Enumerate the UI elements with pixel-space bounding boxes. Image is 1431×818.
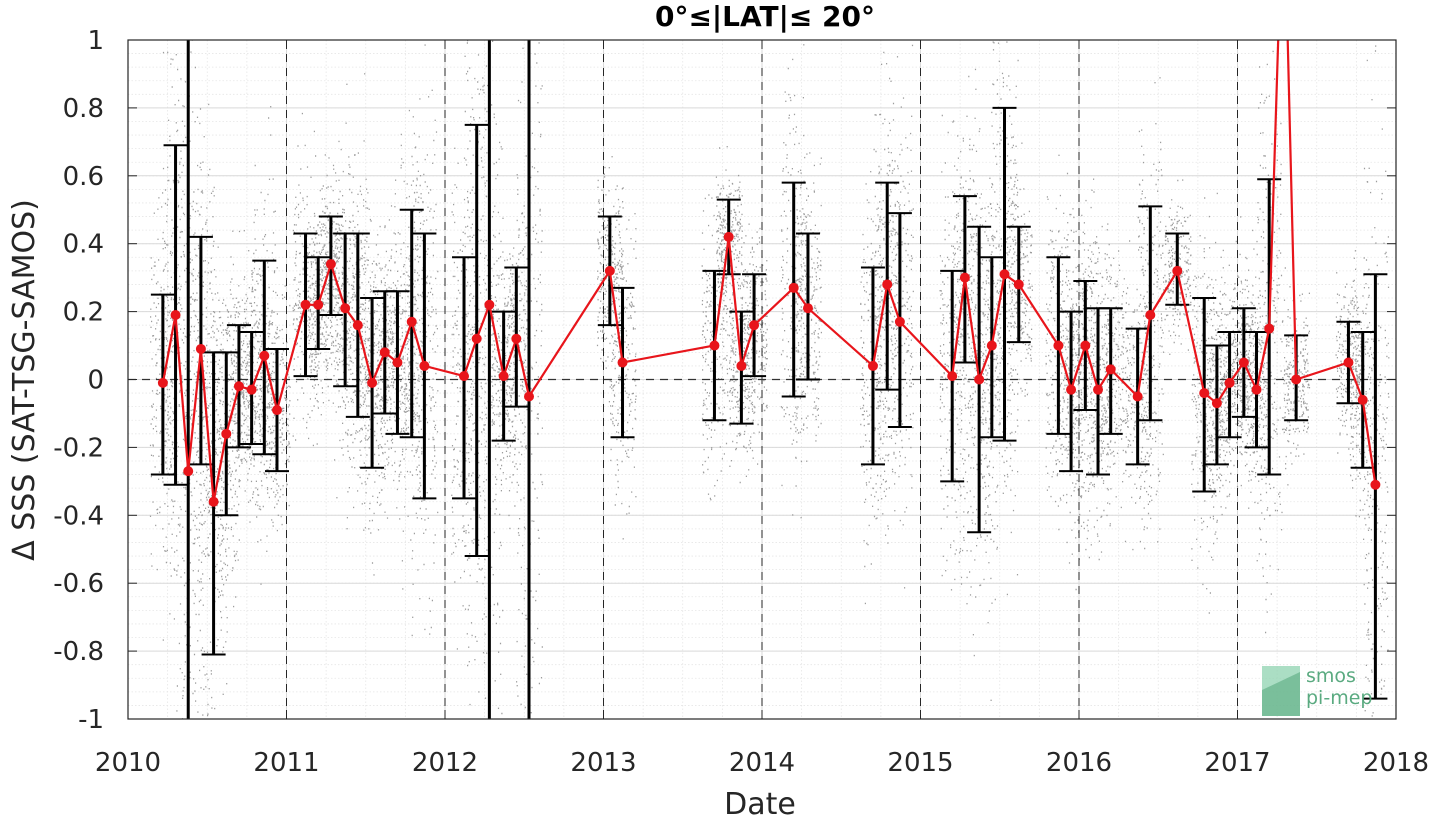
data-point bbox=[392, 357, 403, 368]
data-point bbox=[170, 309, 181, 320]
data-point bbox=[459, 371, 470, 382]
data-point bbox=[1132, 391, 1143, 402]
y-tick-label: 0.2 bbox=[63, 298, 104, 328]
y-tick-label: 0.4 bbox=[63, 230, 104, 260]
data-point bbox=[1264, 323, 1275, 334]
x-tick-label: 2011 bbox=[253, 748, 319, 778]
data-point bbox=[1343, 357, 1354, 368]
y-tick-label: 0 bbox=[87, 366, 104, 396]
data-point bbox=[736, 360, 747, 371]
data-point bbox=[471, 333, 482, 344]
data-point bbox=[367, 377, 378, 388]
data-point bbox=[1013, 279, 1024, 290]
data-point bbox=[183, 466, 194, 477]
y-tick-label: 0.6 bbox=[63, 162, 104, 192]
data-point bbox=[325, 259, 336, 270]
data-point bbox=[259, 350, 270, 361]
y-tick-label: 1 bbox=[87, 26, 104, 56]
data-point bbox=[1251, 384, 1262, 395]
scatter-points bbox=[149, 40, 1390, 719]
y-tick-label: -0.2 bbox=[53, 433, 104, 463]
data-point bbox=[406, 316, 417, 327]
data-point bbox=[882, 279, 893, 290]
data-point bbox=[1357, 394, 1368, 405]
data-point bbox=[511, 333, 522, 344]
data-point bbox=[1066, 384, 1077, 395]
logo-text-line1: smos bbox=[1306, 665, 1356, 687]
data-point bbox=[947, 371, 958, 382]
data-point bbox=[195, 343, 206, 354]
x-axis-title: Date bbox=[724, 787, 796, 818]
x-tick-label: 2010 bbox=[95, 748, 161, 778]
data-point bbox=[723, 231, 734, 242]
data-point bbox=[986, 340, 997, 351]
data-point bbox=[419, 360, 430, 371]
logo-text-line2: pi-mep bbox=[1306, 687, 1372, 709]
x-tick-label: 2012 bbox=[412, 748, 478, 778]
data-point bbox=[867, 360, 878, 371]
data-point bbox=[1093, 384, 1104, 395]
x-tick-label: 2016 bbox=[1046, 748, 1112, 778]
chart-title: 0°≤|LAT|≤ 20° bbox=[655, 0, 875, 33]
data-point bbox=[157, 377, 168, 388]
data-point bbox=[1053, 340, 1064, 351]
data-point bbox=[802, 303, 813, 314]
data-point bbox=[1291, 374, 1302, 385]
data-point bbox=[1105, 364, 1116, 375]
data-point bbox=[1211, 398, 1222, 409]
data-point bbox=[1080, 340, 1091, 351]
data-point bbox=[749, 320, 760, 331]
data-point bbox=[340, 303, 351, 314]
data-point bbox=[604, 265, 615, 276]
y-tick-label: -1 bbox=[78, 705, 104, 735]
data-point bbox=[1172, 265, 1183, 276]
y-tick-label: -0.8 bbox=[53, 637, 104, 667]
logo-shape-shade bbox=[1262, 672, 1300, 716]
data-point bbox=[617, 357, 628, 368]
y-tick-label: -0.6 bbox=[53, 569, 104, 599]
data-point bbox=[1145, 309, 1156, 320]
data-point bbox=[300, 299, 311, 310]
data-point bbox=[999, 269, 1010, 280]
y-axis-title: Δ SSS (SAT-TSG-SAMOS) bbox=[7, 199, 42, 561]
x-tick-label: 2014 bbox=[729, 748, 795, 778]
x-tick-label: 2015 bbox=[887, 748, 953, 778]
data-point bbox=[233, 381, 244, 392]
data-point bbox=[484, 299, 495, 310]
data-point bbox=[498, 371, 509, 382]
data-point bbox=[1224, 377, 1235, 388]
data-point bbox=[221, 428, 232, 439]
data-point bbox=[709, 340, 720, 351]
y-tick-label: -0.4 bbox=[53, 501, 104, 531]
smos-pi-mep-logo: smos pi-mep bbox=[1262, 665, 1372, 716]
data-point bbox=[313, 299, 324, 310]
series bbox=[157, 40, 1381, 507]
data-point bbox=[788, 282, 799, 293]
data-point bbox=[524, 391, 535, 402]
axis-ticks bbox=[127, 39, 1397, 720]
x-tick-label: 2017 bbox=[1204, 748, 1270, 778]
x-tick-labels: 2010 2011 2012 2013 2014 2015 2016 2017 2018 bbox=[95, 748, 1429, 778]
background-scatter bbox=[149, 40, 1390, 719]
data-point bbox=[208, 496, 219, 507]
data-point bbox=[271, 405, 282, 416]
data-point bbox=[1238, 357, 1249, 368]
data-point bbox=[379, 347, 390, 358]
year-boundary-lines bbox=[286, 40, 1238, 719]
data-point bbox=[1370, 479, 1381, 490]
data-point bbox=[1199, 388, 1210, 399]
data-point bbox=[894, 316, 905, 327]
data-point bbox=[974, 374, 985, 385]
data-point bbox=[352, 320, 363, 331]
x-tick-label: 2013 bbox=[570, 748, 636, 778]
x-tick-label: 2018 bbox=[1363, 748, 1429, 778]
data-point bbox=[246, 384, 257, 395]
y-tick-labels: -1 -0.8 -0.6 -0.4 -0.2 0 0.2 0.4 0.6 0.8 1 bbox=[53, 26, 104, 735]
y-tick-label: 0.8 bbox=[63, 94, 104, 124]
data-point bbox=[959, 272, 970, 283]
